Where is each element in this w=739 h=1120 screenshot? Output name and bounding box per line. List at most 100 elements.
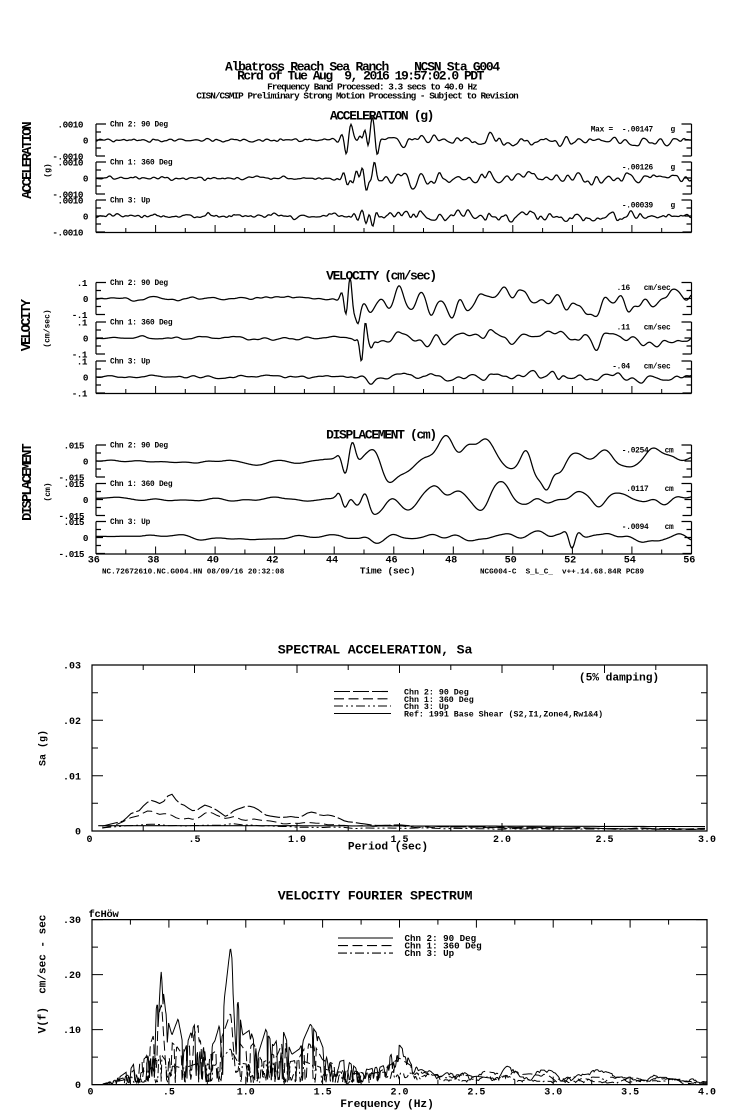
svg-text:.015: .015 <box>64 440 85 451</box>
svg-text:Chn 1: 360 Deg: Chn 1: 360 Deg <box>110 481 173 489</box>
svg-text:0: 0 <box>83 372 89 383</box>
svg-text:ACCELERATION (g): ACCELERATION (g) <box>330 109 433 124</box>
svg-text:V(f) cm/sec - sec: V(f) cm/sec - sec <box>38 915 50 1034</box>
svg-text:Max = -.00147: Max = -.00147 <box>591 126 654 134</box>
svg-text:Chn 2: 90 Deg: Chn 2: 90 Deg <box>110 280 168 288</box>
svg-text:48: 48 <box>445 556 457 567</box>
svg-text:0: 0 <box>75 828 81 839</box>
svg-text:CISN/CSMIP Preliminary Strong: CISN/CSMIP Preliminary Strong Motion Pro… <box>196 91 519 102</box>
svg-text:DISPLACEMENT (cm): DISPLACEMENT (cm) <box>326 428 436 443</box>
svg-text:2.5: 2.5 <box>467 1087 485 1098</box>
svg-text:0: 0 <box>83 211 89 222</box>
svg-text:VELOCITY (cm/sec): VELOCITY (cm/sec) <box>326 269 436 284</box>
svg-text:.1: .1 <box>77 278 88 289</box>
svg-text:0: 0 <box>75 1081 81 1092</box>
svg-text:Time (sec): Time (sec) <box>360 566 416 577</box>
svg-text:Frequency (Hz): Frequency (Hz) <box>340 1099 434 1111</box>
svg-text:NC.72672610.NC.G004.HN 08/09/1: NC.72672610.NC.G004.HN 08/09/16 20:32:08 <box>102 569 285 577</box>
svg-text:3.0: 3.0 <box>544 1087 562 1098</box>
svg-text:3.5: 3.5 <box>621 1087 639 1098</box>
svg-text:Period (sec): Period (sec) <box>348 842 428 854</box>
svg-text:0: 0 <box>83 173 89 184</box>
svg-text:Albatross Reach Sea Ranch N: Albatross Reach Sea Ranch NCSN Sta G004 <box>225 60 500 75</box>
svg-text:-.00126: -.00126 <box>622 164 654 172</box>
svg-text:Chn 2: 90 Deg: Chn 2: 90 Deg <box>404 688 469 698</box>
svg-text:1.0: 1.0 <box>237 1087 255 1098</box>
svg-text:Chn 1: 360 Deg: Chn 1: 360 Deg <box>404 695 474 705</box>
svg-text:cm: cm <box>665 486 674 494</box>
svg-text:cm/sec: cm/sec <box>644 363 671 371</box>
svg-text:.0117: .0117 <box>626 486 649 494</box>
svg-text:.03: .03 <box>63 662 81 673</box>
svg-text:Rcrd of Tue Aug 9, 2016 19:57: Rcrd of Tue Aug 9, 2016 19:57:02.0 PDT <box>237 69 484 84</box>
svg-text:.015: .015 <box>64 517 85 528</box>
svg-text:1.0: 1.0 <box>288 835 306 846</box>
svg-text:.1: .1 <box>77 356 88 367</box>
svg-text:-.1: -.1 <box>72 310 88 321</box>
svg-text:.1: .1 <box>77 317 88 328</box>
svg-text:-.0254: -.0254 <box>622 447 649 455</box>
svg-text:.015: .015 <box>64 479 85 490</box>
svg-text:Chn 3: Up: Chn 3: Up <box>404 702 449 712</box>
svg-text:cm: cm <box>665 447 674 455</box>
svg-text:0: 0 <box>83 456 89 467</box>
svg-text:Chn 3: Up: Chn 3: Up <box>405 948 455 959</box>
svg-text:0: 0 <box>87 1087 93 1098</box>
svg-text:50: 50 <box>505 556 517 567</box>
svg-text:cm/sec: cm/sec <box>644 285 671 293</box>
svg-text:-.0094: -.0094 <box>622 524 649 532</box>
svg-text:-.00039: -.00039 <box>622 202 654 210</box>
svg-text:42: 42 <box>266 556 278 567</box>
svg-text:-.015: -.015 <box>59 549 85 560</box>
svg-text:-.1: -.1 <box>72 349 88 360</box>
svg-text:1.5: 1.5 <box>390 835 408 846</box>
svg-text:-.015: -.015 <box>59 511 85 522</box>
svg-text:DISPLACEMENT: DISPLACEMENT <box>21 443 36 520</box>
svg-text:VELOCITY FOURIER SPECTRUM: VELOCITY FOURIER SPECTRUM <box>278 889 473 904</box>
svg-text:.16: .16 <box>617 285 631 293</box>
svg-text:2.0: 2.0 <box>493 835 511 846</box>
svg-text:.5: .5 <box>188 835 200 846</box>
svg-text:Chn 2: 90 Deg: Chn 2: 90 Deg <box>110 443 168 451</box>
svg-text:Frequency Band Processed: 3.3: Frequency Band Processed: 3.3 secs to 40… <box>267 81 477 92</box>
svg-text:ACCELERATION: ACCELERATION <box>21 121 36 198</box>
svg-text:.11: .11 <box>617 324 631 332</box>
svg-text:-.0010: -.0010 <box>52 151 83 162</box>
svg-text:.0010: .0010 <box>58 195 84 206</box>
svg-text:44: 44 <box>326 556 338 567</box>
svg-text:VELOCITY: VELOCITY <box>20 298 35 351</box>
svg-text:0: 0 <box>83 294 89 305</box>
svg-text:Chn 2: 90 Deg: Chn 2: 90 Deg <box>405 933 477 944</box>
svg-text:.5: .5 <box>163 1087 175 1098</box>
svg-text:.01: .01 <box>63 772 81 783</box>
svg-text:1.5: 1.5 <box>314 1087 332 1098</box>
svg-text:.0010: .0010 <box>58 157 84 168</box>
svg-text:0: 0 <box>83 135 89 146</box>
svg-text:NCG004-C S_L_C_ v++.14.68.84: NCG004-C S_L_C_ v++.14.68.84R PC89 <box>480 569 644 577</box>
svg-text:54: 54 <box>624 556 636 567</box>
svg-text:.02: .02 <box>63 717 81 728</box>
svg-text:Chn 3: Up: Chn 3: Up <box>110 519 151 527</box>
svg-text:(5% damping): (5% damping) <box>579 673 659 685</box>
svg-text:(cm/sec): (cm/sec) <box>44 309 53 347</box>
svg-text:2.5: 2.5 <box>595 835 613 846</box>
svg-text:0: 0 <box>83 333 89 344</box>
svg-text:Chn 1: 360 Deg: Chn 1: 360 Deg <box>405 941 482 952</box>
svg-text:Chn 1: 360 Deg: Chn 1: 360 Deg <box>110 320 173 328</box>
svg-text:-.015: -.015 <box>59 472 85 483</box>
svg-text:-.1: -.1 <box>72 388 88 399</box>
svg-text:.20: .20 <box>63 971 81 982</box>
svg-text:40: 40 <box>207 556 219 567</box>
svg-text:36: 36 <box>88 556 100 567</box>
svg-text:3.0: 3.0 <box>698 835 716 846</box>
svg-text:2.0: 2.0 <box>390 1087 408 1098</box>
svg-text:(g): (g) <box>44 163 53 177</box>
svg-text:.10: .10 <box>63 1026 81 1037</box>
svg-text:Ref: 1991 Base Shear (S2,I1,Zo: Ref: 1991 Base Shear (S2,I1,Zone4,Rw1&4) <box>404 710 603 720</box>
svg-text:.0010: .0010 <box>58 119 84 130</box>
svg-text:Chn 3: Up: Chn 3: Up <box>110 359 151 367</box>
svg-text:0: 0 <box>83 495 89 506</box>
svg-text:-.04: -.04 <box>612 363 630 371</box>
svg-text:g: g <box>671 126 676 134</box>
svg-text:4.0: 4.0 <box>698 1087 716 1098</box>
